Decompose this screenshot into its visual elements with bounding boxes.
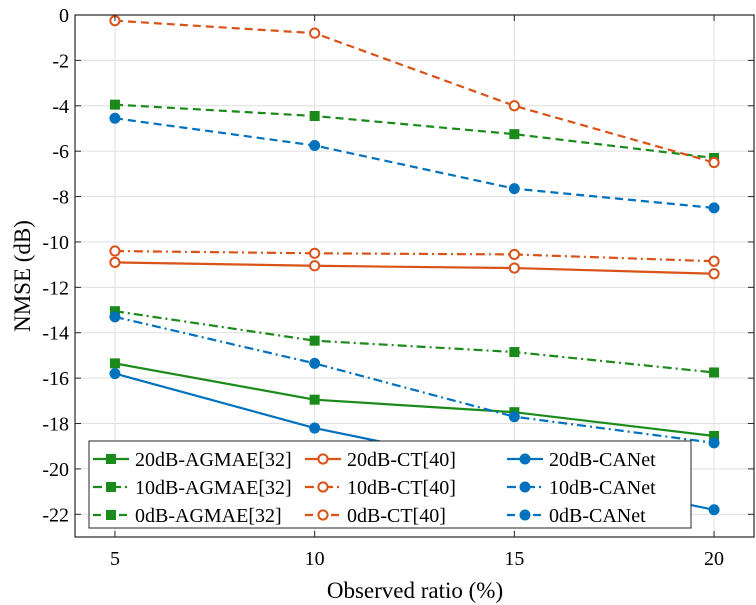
legend-entry-label: 10dB-AGMAE[32] bbox=[135, 477, 292, 499]
y-tick-label: -16 bbox=[42, 368, 69, 390]
x-tick-label: 20 bbox=[704, 548, 724, 570]
legend-marker bbox=[106, 482, 116, 492]
y-axis-ticks: 0 -2 -4 -6 -8 -10 -12 -14 -16 -18 -20 -22 bbox=[42, 5, 754, 526]
data-point bbox=[109, 358, 120, 369]
data-point bbox=[109, 368, 121, 380]
series-line bbox=[114, 117, 715, 210]
y-tick-label: -2 bbox=[52, 50, 69, 72]
data-point bbox=[708, 504, 720, 516]
y-tick-label: 0 bbox=[59, 5, 69, 27]
legend-entry-label: 10dB-CT[40] bbox=[347, 477, 456, 499]
data-point bbox=[709, 367, 720, 378]
data-point bbox=[309, 140, 321, 151]
series-line bbox=[114, 261, 715, 275]
data-point bbox=[309, 422, 321, 434]
legend-marker bbox=[519, 453, 531, 465]
data-point bbox=[309, 110, 320, 121]
y-tick-label: -12 bbox=[42, 277, 69, 299]
data-point bbox=[508, 248, 520, 261]
y-tick-label: -22 bbox=[42, 504, 69, 526]
series-line bbox=[114, 310, 715, 374]
data-point bbox=[509, 129, 520, 140]
data-point bbox=[309, 27, 321, 39]
series-markers bbox=[109, 15, 720, 516]
y-axis-label: NMSE (dB) bbox=[10, 220, 35, 332]
y-tick-label: -4 bbox=[52, 96, 69, 118]
legend-marker bbox=[317, 453, 329, 465]
y-tick-label: -20 bbox=[42, 459, 69, 481]
legend-box bbox=[88, 440, 692, 529]
x-axis-label: Observed ratio (%) bbox=[327, 578, 503, 603]
data-point bbox=[109, 99, 120, 110]
x-axis-ticks: 5 10 15 20 bbox=[110, 15, 724, 570]
x-tick-label: 15 bbox=[504, 548, 524, 570]
data-point bbox=[109, 245, 121, 257]
x-tick-label: 5 bbox=[110, 548, 120, 570]
data-point bbox=[309, 260, 321, 272]
y-tick-label: -6 bbox=[52, 141, 69, 163]
data-point bbox=[508, 262, 520, 274]
series-line bbox=[114, 19, 715, 164]
data-point bbox=[508, 411, 520, 423]
legend-entry-label: 20dB-AGMAE[32] bbox=[135, 449, 292, 471]
plot-frame bbox=[74, 14, 755, 538]
data-point bbox=[708, 268, 720, 280]
legend-marker bbox=[317, 481, 329, 493]
data-point bbox=[509, 347, 520, 358]
data-point bbox=[109, 112, 121, 124]
legend-marker bbox=[106, 510, 116, 520]
y-tick-label: -8 bbox=[52, 187, 69, 209]
y-tick-label: -18 bbox=[42, 414, 69, 436]
legend-marker bbox=[317, 509, 329, 521]
legend-entry-label: 10dB-CANet bbox=[549, 477, 656, 499]
data-point bbox=[109, 311, 121, 323]
data-point bbox=[508, 100, 520, 112]
series-line bbox=[114, 362, 715, 438]
data-point bbox=[309, 357, 321, 369]
series-line bbox=[114, 315, 715, 444]
legend-marker bbox=[519, 509, 531, 521]
legend-marker bbox=[519, 481, 531, 493]
legend-entry-label: 0dB-AGMAE[32] bbox=[135, 505, 282, 527]
legend-entry-label: 0dB-CANet bbox=[549, 505, 646, 527]
legend-entry-label: 20dB-CANet bbox=[549, 449, 656, 471]
legend-entry-label: 20dB-CT[40] bbox=[347, 449, 456, 471]
data-point bbox=[309, 335, 320, 346]
data-point bbox=[508, 183, 520, 195]
y-tick-label: -14 bbox=[42, 323, 69, 345]
x-tick-label: 10 bbox=[305, 548, 325, 570]
data-point bbox=[708, 156, 720, 169]
data-point bbox=[708, 255, 720, 267]
series-line bbox=[114, 103, 715, 160]
data-point bbox=[708, 437, 720, 449]
series-line bbox=[114, 249, 715, 263]
data-point bbox=[708, 202, 720, 214]
data-point bbox=[309, 247, 321, 259]
legend: 20dB-AGMAE[32] 10dB-AGMAE[32] 0dB-AGMAE[32… bbox=[88, 440, 692, 529]
data-point bbox=[309, 394, 320, 405]
legend-entry-label: 0dB-CT[40] bbox=[347, 505, 446, 527]
data-point bbox=[109, 256, 121, 268]
y-tick-label: -10 bbox=[42, 232, 69, 254]
legend-marker bbox=[106, 454, 116, 464]
